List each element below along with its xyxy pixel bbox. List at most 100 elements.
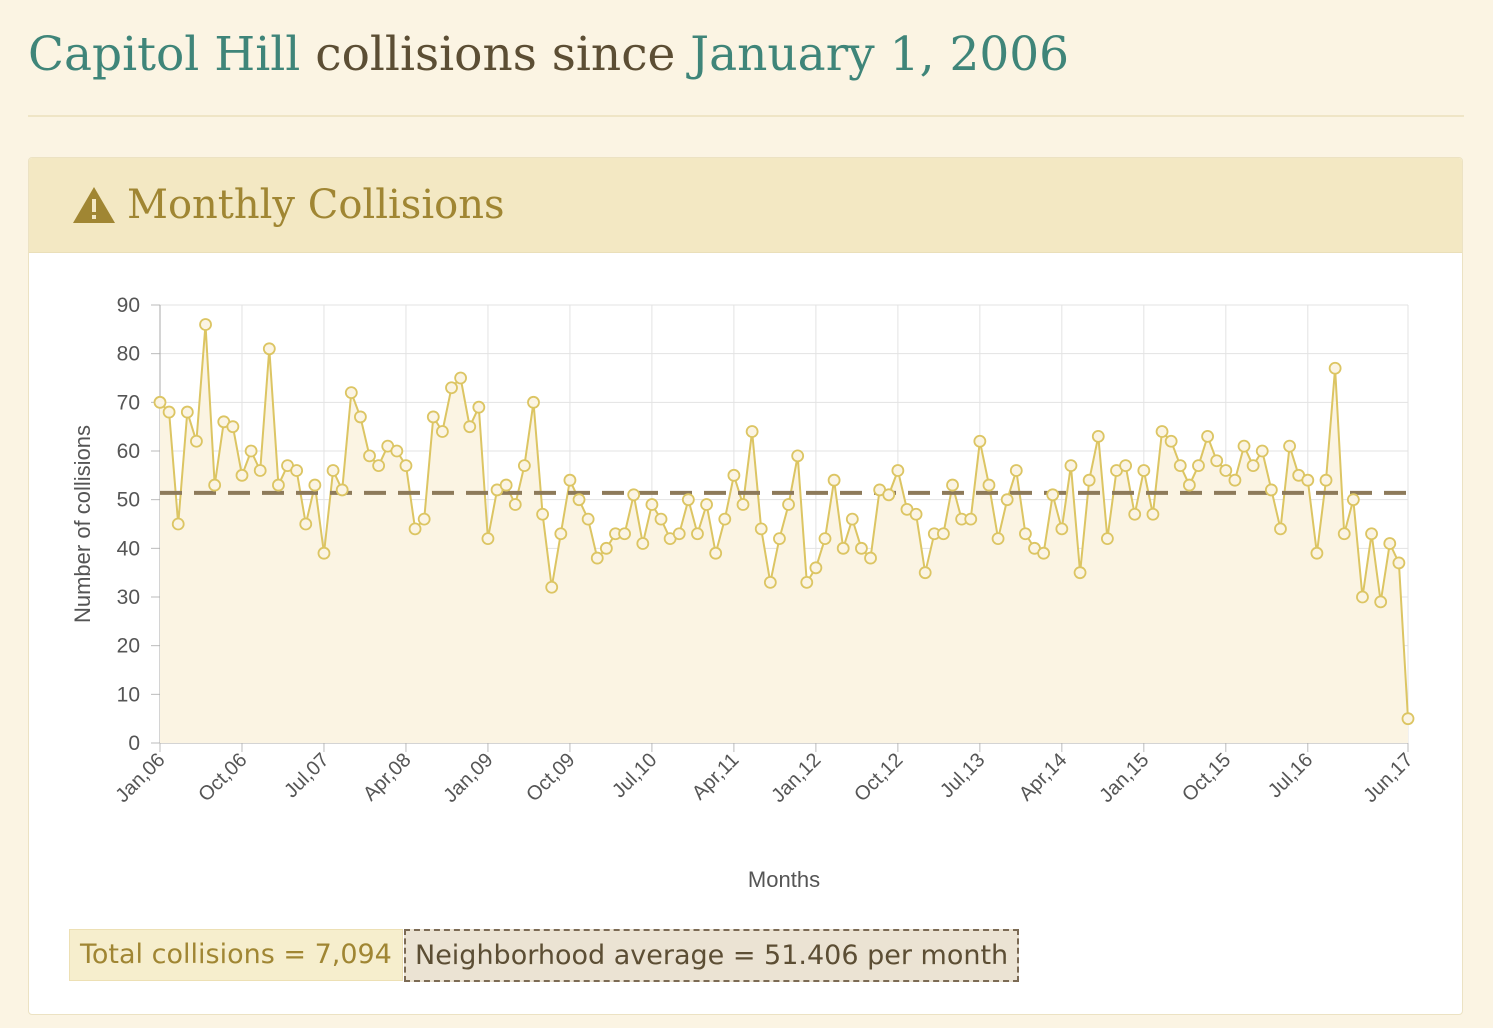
data-point [244,444,258,458]
data-point [1073,566,1087,580]
data-point [317,546,331,560]
data-point [973,434,987,448]
data-point [536,507,549,521]
data-point [563,473,577,487]
data-point [681,493,695,507]
data-point [1082,473,1096,487]
data-point [882,488,896,502]
series-area [160,324,1408,743]
data-point [1264,483,1278,497]
x-tick-label: Jan,15 [1095,749,1153,807]
data-point [235,468,249,482]
data-point [572,493,586,507]
title-neighborhood: Capitol Hill [28,27,301,82]
monthly-collisions-panel: Monthly Collisions 0 10 20 30 40 50 60 70 80 90 Ja… [28,157,1463,1015]
data-point [700,498,713,511]
data-point [581,512,595,526]
data-point [417,512,431,526]
x-tick-label: Apr,14 [1015,749,1071,805]
data-point [1009,464,1023,477]
data-point [445,381,458,395]
data-point [335,483,349,497]
data-point [1137,464,1151,477]
data-point [672,527,686,541]
data-point [190,434,203,448]
data-point [918,566,932,580]
data-point [499,478,513,492]
data-point [864,551,877,565]
y-tick-label: 90 [117,294,140,317]
data-point [1000,493,1014,507]
data-point [390,444,404,458]
data-point [326,464,340,477]
data-point [1064,459,1078,473]
data-point [1401,712,1415,726]
data-point [272,478,285,492]
data-point [1046,488,1060,502]
data-point [827,473,841,487]
x-tick-label: Jan,09 [439,749,497,807]
data-point [253,464,267,477]
data-point [991,532,1005,546]
data-point [435,425,449,438]
data-point [1155,425,1169,438]
data-point [1164,434,1178,448]
data-point [1274,522,1287,536]
data-point [408,522,422,536]
data-point [618,527,631,541]
data-point [308,478,322,492]
y-tick-label: 60 [117,440,140,463]
monthly-collisions-chart: 0 10 20 30 40 50 60 70 80 90 Jan,06 Oct,06 Jul,07 Apr… [70,294,1418,892]
data-point [226,420,240,434]
title-divider [28,115,1464,117]
data-point [1091,429,1105,443]
y-tick-label: 0 [128,732,140,755]
data-point [1146,507,1160,521]
x-tick-label: Jul,13 [936,749,989,802]
data-point [199,318,212,331]
title-start-date: January 1, 2006 [690,27,1070,82]
data-point [1328,361,1342,375]
x-tick-label: Jan,06 [112,749,170,807]
x-tick-label: Oct,06 [194,749,251,806]
data-point [1374,595,1388,609]
data-point [1365,527,1378,541]
data-point [809,561,823,575]
data-point [508,498,522,511]
data-point [1100,532,1114,546]
total-collisions-badge: Total collisions = 7,094 [69,929,403,981]
data-point [754,522,768,536]
data-point [454,371,468,385]
data-point [463,420,477,434]
title-text: collisions since [300,27,691,82]
data-point [1255,444,1269,458]
data-point [1192,459,1205,473]
data-point [836,541,850,555]
data-point [344,386,358,400]
data-point [527,395,540,409]
data-point [554,527,568,541]
x-tick-label: Jan,12 [767,749,825,807]
data-point [153,395,167,409]
data-point [1310,546,1324,560]
data-point [745,425,759,438]
data-point [855,541,868,555]
x-tick-label: Jun,17 [1360,749,1418,807]
data-point [472,400,486,414]
data-point [1228,473,1242,487]
data-point [636,537,650,550]
data-point [363,449,376,463]
x-axis-title: Months [748,867,820,892]
data-point [1037,546,1051,560]
data-point [180,405,194,419]
data-point [517,459,531,473]
y-tick-label: 40 [117,537,140,560]
data-point [599,541,613,555]
y-tick-label: 70 [117,391,140,414]
warning-triangle-icon [73,187,115,223]
x-tick-label: Jul,10 [608,749,661,802]
data-point [299,517,313,531]
page-title: Capitol Hill collisions since January 1,… [28,24,1069,86]
data-point [763,575,777,589]
data-point [1337,527,1351,541]
